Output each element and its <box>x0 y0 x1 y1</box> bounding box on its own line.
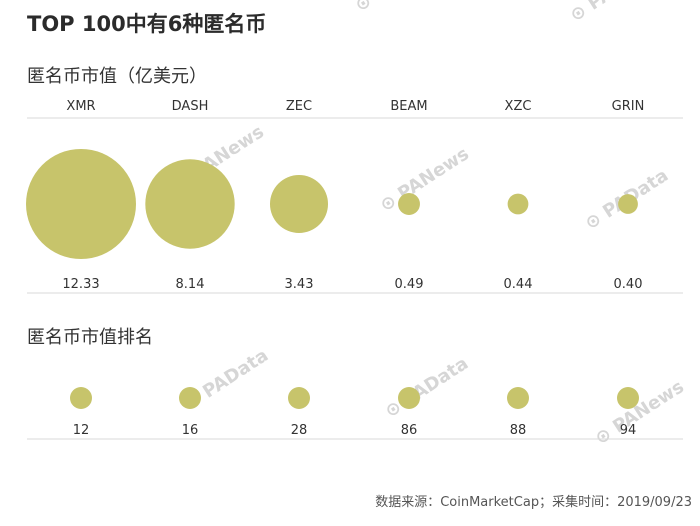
market-cap-value-label: 8.14 <box>176 277 205 292</box>
market-cap-value-label: 0.49 <box>395 277 424 292</box>
watermark-text: ⊙ PANews <box>591 376 688 449</box>
watermark-text: ⊙ PANews <box>351 0 448 16</box>
category-label: XZC <box>505 99 532 114</box>
rank-value-label: 88 <box>510 423 527 438</box>
watermark-text: ⊙ PAData <box>381 353 472 422</box>
rank-bubble <box>70 387 92 409</box>
category-labels: XMR DASH ZEC BEAM XZC GRIN <box>66 99 644 114</box>
rank-value-label: 28 <box>291 423 308 438</box>
category-label: XMR <box>66 99 95 114</box>
rank-bubbles <box>70 387 639 409</box>
market-cap-value-label: 0.40 <box>614 277 643 292</box>
rank-section-title: 匿名币市值排名 <box>27 327 153 348</box>
market-cap-bubble <box>26 149 136 259</box>
market-cap-value-label: 12.33 <box>62 277 99 292</box>
source-note: 数据来源：CoinMarketCap；采集时间：2019/09/23 <box>375 495 692 510</box>
rank-bubble <box>398 387 420 409</box>
page-title: TOP 100中有6种匿名币 <box>27 12 267 36</box>
divider-lines <box>27 117 683 440</box>
rank-bubble <box>179 387 201 409</box>
market-cap-bubble <box>618 194 638 214</box>
rank-bubble <box>507 387 529 409</box>
rank-value-labels: 12 16 28 86 88 94 <box>73 423 637 438</box>
market-cap-bubbles <box>26 149 638 259</box>
category-label: DASH <box>172 99 209 114</box>
market-cap-bubble <box>507 193 529 215</box>
rank-value-label: 86 <box>401 423 418 438</box>
category-label: GRIN <box>612 99 645 114</box>
market-cap-bubble <box>145 159 235 249</box>
market-cap-value-labels: 12.33 8.14 3.43 0.49 0.44 0.40 <box>62 277 642 292</box>
rank-bubble <box>288 387 310 409</box>
rank-value-label: 12 <box>73 423 90 438</box>
category-label: ZEC <box>286 99 312 114</box>
market-cap-value-label: 0.44 <box>504 277 533 292</box>
watermark-layer: ⊙ PANews ⊙ PANews ⊙ PANews ⊙ PANews ⊙ PAData… <box>171 0 688 449</box>
rank-bubble <box>617 387 639 409</box>
market-cap-bubble <box>398 193 420 215</box>
market-cap-bubble <box>269 174 329 234</box>
category-label: BEAM <box>390 99 427 114</box>
rank-value-label: 16 <box>182 423 199 438</box>
watermark-text: ⊙ PANews <box>376 143 473 216</box>
market-cap-section-title: 匿名币市值（亿美元） <box>27 66 207 87</box>
rank-value-label: 94 <box>620 423 637 438</box>
watermark-text: ⊙ PANews <box>566 0 663 26</box>
market-cap-value-label: 3.43 <box>285 277 314 292</box>
